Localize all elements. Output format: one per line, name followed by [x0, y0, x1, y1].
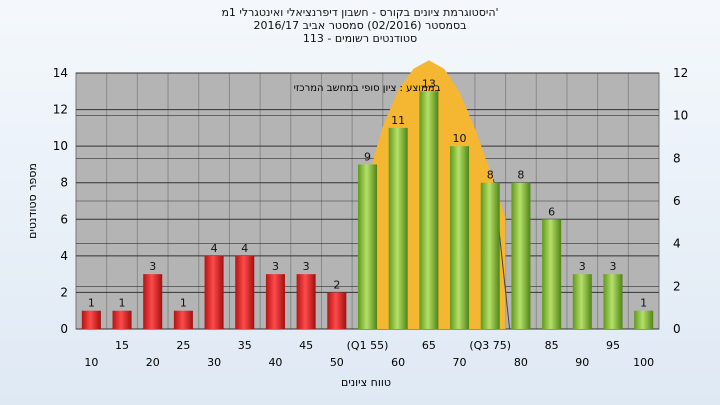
- x-tick-label: (Q3 75): [469, 339, 511, 352]
- registered-students-label: סטודנטים רשומים - 113: [302, 32, 418, 45]
- y2-tick-label: 12: [673, 66, 688, 80]
- y-tick-label: 0: [60, 322, 68, 336]
- x-tick-label: 100: [633, 356, 654, 369]
- x-tick-label: 85: [545, 339, 559, 352]
- bar-value-label: 8: [517, 169, 524, 182]
- bar-value-label: 3: [609, 260, 616, 273]
- bar-100: [634, 310, 654, 329]
- bar-value-label: 1: [180, 297, 187, 310]
- x-tick-label: 50: [330, 356, 344, 369]
- bar-Q1-55: [357, 164, 378, 329]
- x-tick-label: 35: [238, 339, 252, 352]
- y-tick-label: 8: [60, 176, 68, 190]
- bar-value-label: 1: [640, 297, 647, 310]
- bar-value-label: 13: [422, 77, 436, 90]
- y2-tick-label: 6: [673, 194, 681, 208]
- bar-value-label: 1: [119, 297, 126, 310]
- x-tick-label: 70: [453, 356, 467, 369]
- bar-85: [542, 219, 562, 329]
- x-tick-label: 15: [115, 339, 129, 352]
- y-axis-title: מספר סטודנטים: [26, 163, 39, 239]
- x-tick-label: 10: [84, 356, 98, 369]
- bar-20: [143, 274, 163, 329]
- y-axis-left: 0 2 4 6 8 10 12 14: [53, 66, 68, 336]
- bar-value-label: 4: [241, 242, 248, 255]
- x-tick-label: 45: [299, 339, 313, 352]
- chart-title: 'היסטוגרמת ציונים בקורס - חשבון דיפרנציא…: [221, 6, 499, 19]
- y2-tick-label: 10: [673, 109, 688, 123]
- bar-value-label: 9: [364, 150, 371, 163]
- bar-50: [327, 292, 347, 329]
- x-tick-label: 80: [514, 356, 528, 369]
- bar-35: [235, 255, 255, 329]
- bar-30: [204, 255, 224, 329]
- x-axis-title: טווח ציונים: [341, 376, 391, 389]
- x-tick-label: 95: [606, 339, 620, 352]
- bar-value-label: 10: [453, 132, 467, 145]
- bars: [81, 91, 654, 330]
- y-tick-label: 14: [53, 66, 68, 80]
- x-axis: 10 15 20 25 30 35 40 45 50(Q1 55)60 65 70(Q3 75)80…: [84, 339, 654, 369]
- bar-value-label: 3: [579, 260, 586, 273]
- x-tick-label: 65: [422, 339, 436, 352]
- chart-titles: 'היסטוגרמת ציונים בקורס - חשבון דיפרנציא…: [0, 6, 720, 45]
- y-tick-label: 10: [53, 139, 68, 153]
- bar-value-label: 3: [303, 260, 310, 273]
- bar-value-label: 2: [333, 278, 340, 291]
- bar-65: [419, 91, 439, 330]
- bar-value-label: 1: [88, 297, 95, 310]
- y-axis-right: 0 2 4 6 8 10 12: [673, 66, 688, 336]
- bar-value-label: 8: [487, 169, 494, 182]
- x-tick-label: 60: [391, 356, 405, 369]
- y2-tick-label: 0: [673, 322, 681, 336]
- bar-Q3-75: [480, 182, 500, 329]
- x-tick-label: 30: [207, 356, 221, 369]
- bar-60: [388, 127, 408, 329]
- chart-subtitle: בסמסטר (02/2016) סמסטר אביב 2016/17: [253, 19, 467, 32]
- bar-95: [603, 274, 623, 329]
- bar-15: [112, 310, 132, 329]
- bar-25: [173, 310, 193, 329]
- bar-value-label: 3: [149, 260, 156, 273]
- x-tick-label: (Q1 55): [347, 339, 389, 352]
- bar-10: [81, 310, 101, 329]
- gridlines: [76, 72, 659, 330]
- y-tick-label: 2: [60, 285, 68, 299]
- mean-annotation: בממוצע : ציון סופי במחשב המרכזי: [294, 83, 441, 94]
- bar-40: [265, 274, 285, 329]
- x-tick-label: 20: [146, 356, 160, 369]
- bar-70: [450, 146, 470, 329]
- bar-value-label: 6: [548, 205, 555, 218]
- bar-45: [296, 274, 316, 329]
- y2-tick-label: 8: [673, 151, 681, 165]
- bar-value-label: 11: [391, 114, 405, 127]
- y-tick-label: 4: [60, 249, 68, 263]
- bar-80: [511, 182, 531, 329]
- bar-value-label: 3: [272, 260, 279, 273]
- bar-90: [572, 274, 592, 329]
- x-tick-label: 25: [176, 339, 190, 352]
- x-tick-label: 90: [575, 356, 589, 369]
- x-tick-label: 40: [268, 356, 282, 369]
- y2-tick-label: 4: [673, 237, 681, 251]
- y2-tick-label: 2: [673, 279, 681, 293]
- y-tick-label: 6: [60, 212, 68, 226]
- bar-value-label: 4: [211, 242, 218, 255]
- y-tick-label: 12: [53, 103, 68, 117]
